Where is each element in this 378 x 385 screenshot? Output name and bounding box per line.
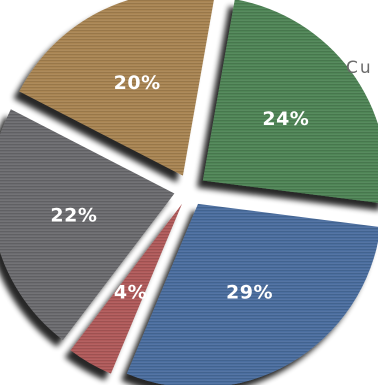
pie-slice-label-3: 4% — [114, 282, 147, 304]
pie-slice-texture — [19, 0, 214, 176]
pie-slice-3 — [70, 203, 182, 374]
pie-slice-texture — [0, 109, 175, 340]
pie-slice-label-2: 29% — [226, 282, 273, 304]
pie-slice-label-1: 24% — [262, 108, 309, 130]
pie-slice-1 — [202, 0, 378, 203]
pie-slice-texture — [202, 0, 378, 203]
pie-slice-5 — [19, 0, 214, 176]
pie-slice-label-4: 22% — [50, 205, 97, 227]
pie-slice-4 — [0, 109, 175, 340]
pie-slice-texture — [126, 203, 378, 385]
chart-title-fragment: Cu — [346, 58, 373, 78]
pie-labels: 24% 29% 4% 22% 20% — [50, 72, 309, 304]
pie-slice-2 — [126, 203, 378, 385]
pie-slice-texture — [70, 203, 182, 374]
pie-slice-label-5: 20% — [114, 72, 161, 94]
